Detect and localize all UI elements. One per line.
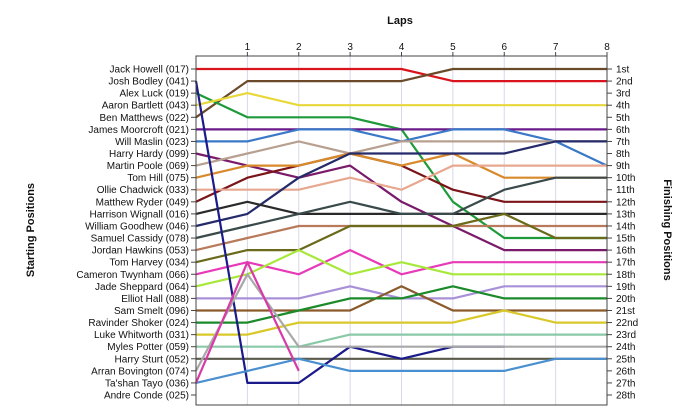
finishing-label: 6th [616, 125, 630, 136]
x-tick-label: 7 [553, 42, 559, 53]
starting-label: Luke Whitworth (031) [94, 330, 189, 341]
starting-label: Jade Sheppard (064) [95, 282, 189, 293]
series-line-28 [194, 261, 300, 384]
starting-label: Jordan Hawkins (053) [92, 246, 189, 257]
x-tick-labels: 1 2 3 4 5 6 7 8 [245, 42, 610, 56]
x-tick-label: 8 [604, 42, 610, 53]
starting-label: Harry Hardy (099) [109, 149, 189, 160]
finishing-label: 21st [616, 306, 635, 317]
starting-label: James Moorcroft (021) [88, 125, 189, 136]
series-line-1 [196, 67, 607, 83]
starting-label: Samuel Cassidy (078) [91, 234, 189, 245]
finishing-label: 12th [616, 197, 635, 208]
grid [246, 56, 557, 405]
finishing-position-labels: 1st2nd3rd4th5th6th7th8th9th10th11th12th1… [607, 65, 638, 402]
finishing-label: 13th [616, 209, 635, 220]
series-line-23 [196, 333, 607, 348]
starting-label: Cameron Twynham (066) [76, 270, 189, 281]
finishing-label: 27th [616, 378, 635, 389]
finishing-label: 26th [616, 366, 635, 377]
starting-label: Martin Poole (069) [107, 161, 189, 172]
finishing-label: 7th [616, 137, 630, 148]
starting-label: Arran Bovington (074) [91, 366, 189, 377]
series-line-14 [195, 176, 607, 240]
starting-label: Ollie Chadwick (033) [97, 185, 189, 196]
finishing-label: 15th [616, 234, 635, 245]
series-line-4 [195, 91, 607, 107]
finishing-label: 10th [616, 173, 635, 184]
finishing-label: 25th [616, 354, 635, 365]
finishing-label: 18th [616, 270, 635, 281]
finishing-label: 22nd [616, 318, 638, 329]
series-line-18 [195, 249, 607, 288]
finishing-label: 3rd [616, 89, 630, 100]
starting-label: Andre Conde (025) [104, 391, 189, 402]
finishing-label: 14th [616, 221, 635, 232]
finishing-label: 4th [616, 101, 630, 112]
starting-label: Tom Harvey (034) [110, 258, 189, 269]
finishing-label: 8th [616, 149, 630, 160]
series-line-22 [196, 309, 607, 336]
finishing-label: 24th [616, 342, 635, 353]
starting-label: Tom Hill (075) [127, 173, 189, 184]
series-line-10 [195, 152, 607, 179]
x-tick-label: 5 [450, 42, 456, 53]
series-line-21 [196, 285, 607, 324]
finishing-label: 11th [616, 185, 635, 196]
finishing-label: 16th [616, 246, 635, 257]
x-tick-label: 3 [347, 42, 353, 53]
finishing-label: 19th [616, 282, 635, 293]
starting-label: Ta'shan Tayo (036) [105, 378, 189, 389]
series-line-2 [195, 67, 607, 119]
starting-label: Will Maslin (023) [115, 137, 189, 148]
y-axis-title-left: Starting Positions [25, 183, 37, 277]
finishing-label: 23rd [616, 330, 636, 341]
finishing-label: 1st [616, 65, 630, 76]
starting-label: Harrison Wignall (016) [90, 209, 189, 220]
finishing-label: 20th [616, 294, 635, 305]
starting-label: Alex Luck (019) [120, 89, 189, 100]
series-line-11 [196, 164, 607, 191]
series-line-16 [195, 212, 607, 264]
x-axis-title: Laps [387, 15, 413, 27]
finishing-label: 9th [616, 161, 630, 172]
starting-label: Ben Matthews (022) [100, 113, 190, 124]
x-tick-label: 4 [399, 42, 405, 53]
finishing-label: 2nd [616, 77, 633, 88]
series-lines [194, 67, 608, 384]
x-tick-label: 2 [296, 42, 302, 53]
starting-label: William Goodhew (046) [85, 221, 189, 232]
series-line-8 [195, 140, 607, 167]
starting-label: Aaron Bartlett (043) [102, 101, 189, 112]
starting-label: Josh Bodley (041) [108, 77, 189, 88]
series-line-20 [196, 285, 607, 312]
finishing-label: 17th [616, 258, 635, 269]
starting-label: Jack Howell (017) [110, 65, 189, 76]
x-tick-label: 1 [245, 42, 251, 53]
starting-label: Harry Sturt (052) [115, 354, 189, 365]
starting-label: Sam Smelt (096) [114, 306, 189, 317]
series-line-12 [195, 140, 607, 228]
finishing-label: 28th [616, 391, 635, 402]
y-axis-title-right: Finishing Positions [661, 179, 673, 280]
series-line-27 [195, 357, 607, 384]
series-line-5 [195, 152, 607, 252]
starting-label: Ravinder Shoker (024) [88, 318, 189, 329]
starting-position-labels: Jack Howell (017)Josh Bodley (041)Alex L… [76, 65, 196, 402]
finishing-label: 5th [616, 113, 630, 124]
x-tick-label: 6 [501, 42, 507, 53]
starting-label: Matthew Ryder (049) [96, 197, 189, 208]
starting-label: Elliot Hall (088) [121, 294, 189, 305]
starting-label: Myles Potter (059) [107, 342, 189, 353]
